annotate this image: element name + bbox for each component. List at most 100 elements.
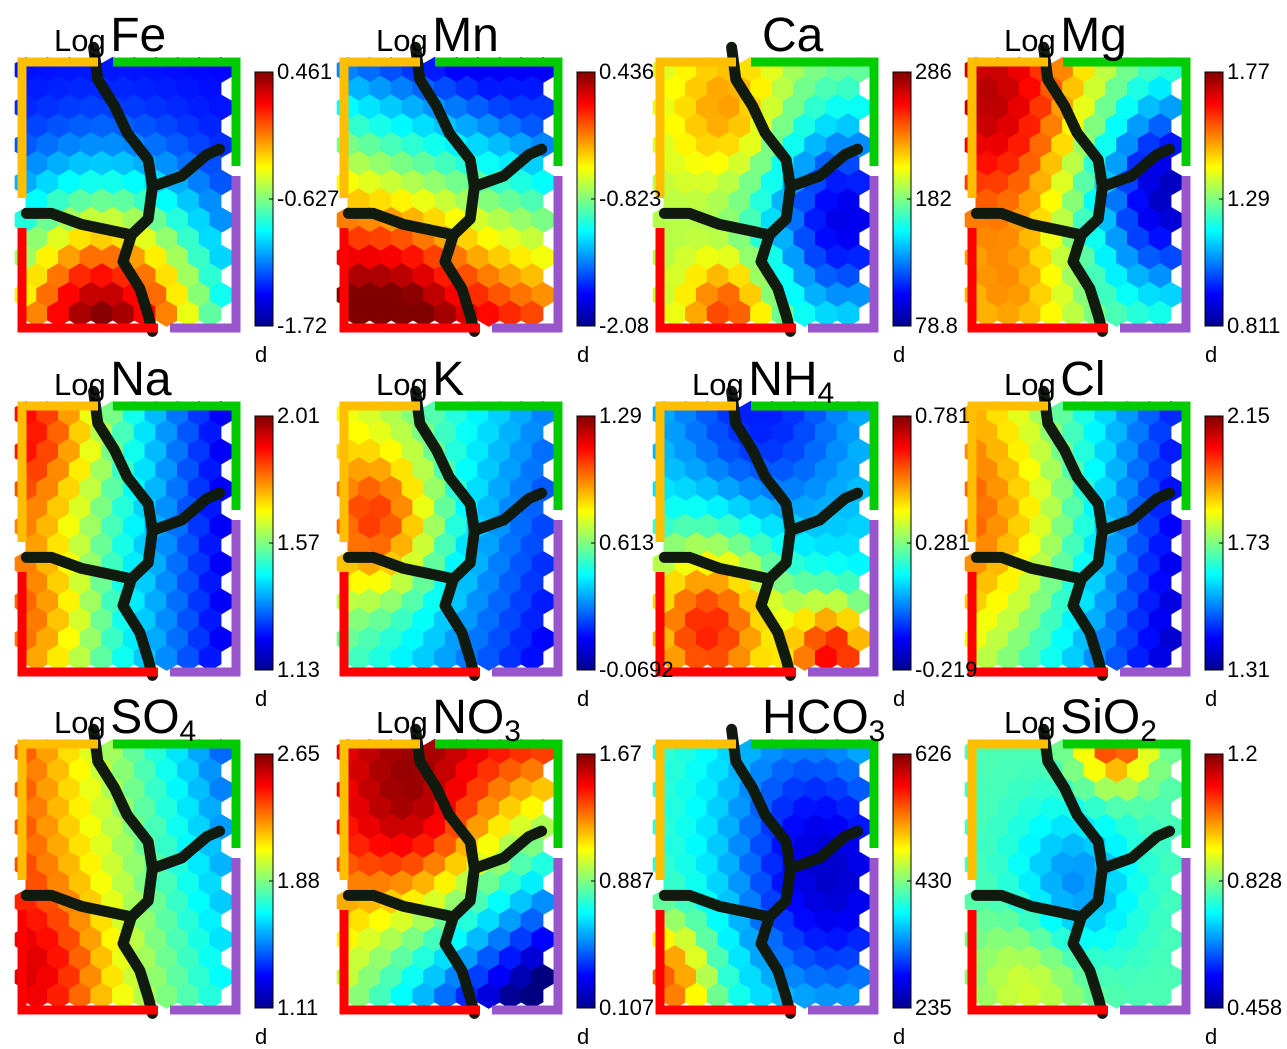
som-hex-cell xyxy=(122,169,146,196)
som-hex-cell xyxy=(401,776,425,803)
som-hex-cell xyxy=(466,438,490,465)
som-hex-cell xyxy=(782,588,806,615)
som-hex-cell xyxy=(728,532,752,559)
som-hex-cell xyxy=(825,550,849,578)
som-hex-cell xyxy=(488,926,511,953)
cluster-frame-bottom-left xyxy=(967,572,1108,677)
som-hex-cell xyxy=(58,813,81,841)
som-hex-cell xyxy=(1029,926,1053,953)
som-hex-cell xyxy=(198,188,222,215)
som-hex-cell xyxy=(1008,438,1031,465)
som-hex-cell xyxy=(390,832,414,859)
som-hex-cell xyxy=(663,113,687,140)
som-hex-cell xyxy=(717,625,741,653)
som-hex-cell xyxy=(836,757,860,784)
som-hex-cell xyxy=(986,513,1009,540)
som-hex-cell xyxy=(1127,113,1150,140)
colorbar-tick-label: -0.0692 xyxy=(599,657,674,682)
som-hex-cell xyxy=(793,569,817,596)
som-hex-cell xyxy=(509,888,533,916)
som-hex-cell xyxy=(36,169,59,196)
som-hex-cell xyxy=(793,795,817,822)
som-hex-cell xyxy=(380,776,403,803)
som-hex-cell xyxy=(166,94,189,121)
som-hex-cell xyxy=(520,945,544,972)
colorbar-tick-label: 0.613 xyxy=(599,530,655,555)
cluster-boundary-line xyxy=(410,723,480,875)
som-hex-cell xyxy=(25,225,49,252)
som-hex-cell xyxy=(1159,926,1183,953)
cluster-boundary-line xyxy=(117,911,158,1019)
panel-title-element: SiO2 xyxy=(1060,691,1157,748)
som-hex-cell xyxy=(177,457,200,484)
som-hex-cell xyxy=(750,982,773,1009)
cluster-boundary-line xyxy=(117,229,158,337)
som-hex-cell xyxy=(696,131,719,159)
colorbar-tick-label: 0.107 xyxy=(599,995,655,1020)
som-hex-cell xyxy=(25,870,49,897)
som-hex-cell xyxy=(358,926,381,953)
som-hex-cell xyxy=(155,644,179,671)
som-hex-cell xyxy=(347,982,371,1009)
som-hex-cell xyxy=(836,457,860,484)
panel-title: HCO3 xyxy=(762,694,885,747)
som-hex-cell xyxy=(847,550,871,578)
cluster-frame-bottom-left xyxy=(339,572,480,677)
som-hex-cell xyxy=(412,795,436,822)
som-hex-cell xyxy=(793,757,817,784)
som-hex-cell xyxy=(1083,757,1107,784)
som-hex-cell xyxy=(198,569,222,596)
som-hex-cell xyxy=(975,75,999,102)
som-hex-cell xyxy=(499,532,522,559)
som-hex-cell xyxy=(520,644,544,671)
som-hex-cell xyxy=(1148,945,1172,972)
som-hex-cell xyxy=(423,169,446,196)
som-hex-cell xyxy=(1018,757,1042,784)
som-hex-cell xyxy=(58,169,81,196)
som-hex-cell xyxy=(369,757,392,784)
som-hex-cell xyxy=(112,188,135,215)
som-hex-cell xyxy=(782,94,806,121)
som-hex-cell xyxy=(187,206,211,234)
colorbar-unit-label: d xyxy=(577,342,590,367)
component-plane-ca xyxy=(652,41,912,337)
som-hex-cell xyxy=(177,225,200,252)
som-hex-cell xyxy=(1105,263,1129,290)
som-hex-cell xyxy=(477,225,501,252)
som-hex-cell xyxy=(728,457,752,484)
colorbar-tick-label: 0.811 xyxy=(1227,313,1281,338)
som-hex-cell xyxy=(520,532,544,559)
som-hex-cell xyxy=(68,907,92,934)
som-hex-cell xyxy=(358,244,381,271)
som-hex-cell xyxy=(36,475,59,503)
som-hex-cell xyxy=(509,438,533,465)
som-hex-cell xyxy=(187,926,211,953)
som-hex-cell xyxy=(177,532,200,559)
som-hex-cell xyxy=(380,963,403,991)
som-hex-cell xyxy=(488,244,511,271)
som-hex-cell xyxy=(1040,494,1064,521)
som-hex-cell xyxy=(1094,475,1118,503)
som-hex-cell xyxy=(412,982,436,1009)
cluster-frame-right xyxy=(808,176,879,333)
som-hex-cell xyxy=(1159,281,1183,309)
som-hex-cell xyxy=(1072,776,1096,803)
som-hex-cell xyxy=(793,532,817,559)
som-hex-cell xyxy=(706,300,730,327)
som-hex-cell xyxy=(1018,300,1042,327)
som-hex-cell xyxy=(90,870,114,897)
som-hex-cell xyxy=(47,494,70,521)
som-hex-cell xyxy=(804,813,827,841)
som-hex-cell xyxy=(836,795,860,822)
som-hex-cell xyxy=(434,188,457,215)
cluster-frame-right xyxy=(170,176,241,333)
colorbar-tick-label: 0.887 xyxy=(599,868,655,893)
som-hex-cell xyxy=(209,926,233,953)
som-hex-cell xyxy=(1040,263,1064,290)
cluster-frame-top-right xyxy=(435,401,563,510)
som-hex-cell xyxy=(1137,851,1161,878)
som-hex-cell xyxy=(47,569,70,596)
colorbar-tick-label: 1.29 xyxy=(1227,186,1270,211)
som-hex-cell xyxy=(520,795,544,822)
som-hex-cell xyxy=(1127,907,1150,934)
